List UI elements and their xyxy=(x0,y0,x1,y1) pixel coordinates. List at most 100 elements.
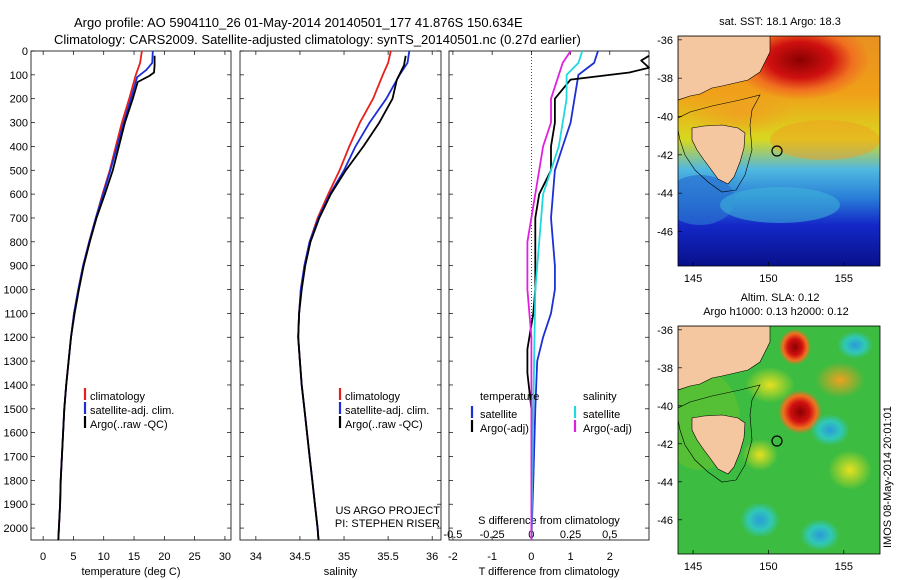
depth-tick-label: 800 xyxy=(10,237,28,249)
depth-tick-label: 1800 xyxy=(4,475,28,487)
depth-tick-label: 1200 xyxy=(4,332,28,344)
legend-group-title: salinity xyxy=(583,391,617,403)
title-line-1: Argo profile: AO 5904110_26 01-May-2014 … xyxy=(74,15,523,30)
depth-tick-label: 1400 xyxy=(4,380,28,392)
salinity-panel: 34 34.5 35 35.5 36 salinity climatology satelli… xyxy=(239,50,442,578)
project-annotation: PI: STEPHEN RISER xyxy=(335,518,440,530)
x-tick-label: 35.5 xyxy=(377,551,398,563)
x-tick-label: 1 xyxy=(568,551,574,563)
depth-tick-label: 500 xyxy=(10,165,28,177)
depth-tick-label: 1600 xyxy=(4,428,28,440)
watermark: IMOS 08-May-2014 20:01:01 xyxy=(882,406,894,548)
x-tick-label: 30 xyxy=(219,551,231,563)
x-tick-label: 0 xyxy=(528,551,534,563)
legend-label: climatology xyxy=(90,391,146,403)
x-tick-label: 10 xyxy=(98,551,110,563)
s-difference-tick-label: -0.5 xyxy=(443,529,462,541)
plot-frame xyxy=(448,50,650,541)
map-y-tick-label: -40 xyxy=(657,112,673,124)
map-y-tick-label: -46 xyxy=(657,515,673,527)
map-y-tick-label: -38 xyxy=(657,363,673,375)
sst-map-title: sat. SST: 18.1 Argo: 18.3 xyxy=(719,16,841,28)
depth-tick-label: 1000 xyxy=(4,285,28,297)
map-x-tick-label: 145 xyxy=(684,273,702,285)
x-tick-label: 34.5 xyxy=(289,551,310,563)
series-line-black xyxy=(526,55,650,540)
sla-tasmania-land xyxy=(691,414,746,475)
sla-argo-location-marker xyxy=(771,435,783,447)
map-x-tick-label: 155 xyxy=(835,273,853,285)
project-annotation: US ARGO PROJECT xyxy=(335,505,440,517)
x-axis-label: T difference from climatology xyxy=(479,566,620,578)
legend-label: satellite xyxy=(480,409,517,421)
temperature-panel: 0100200300400500600700800900100011001200… xyxy=(4,46,232,578)
depth-tick-label: 100 xyxy=(10,70,28,82)
map-y-tick-label: -36 xyxy=(657,325,673,337)
depth-tick-label: 1500 xyxy=(4,404,28,416)
depth-tick-label: 1100 xyxy=(4,308,28,320)
sla-map-title-2: Argo h1000: 0.13 h2000: 0.12 xyxy=(703,306,849,318)
map-y-tick-label: -42 xyxy=(657,439,673,451)
map-y-tick-label: -40 xyxy=(657,401,673,413)
map-y-tick-label: -44 xyxy=(657,477,673,489)
x-axis-label: temperature (deg C) xyxy=(81,566,180,578)
sla-isobath-line xyxy=(678,384,761,483)
sla-map-title-1: Altim. SLA: 0.12 xyxy=(741,292,820,304)
sla-map: Altim. SLA: 0.12 Argo h1000: 0.13 h2000:… xyxy=(657,292,881,573)
argo-location-marker xyxy=(771,145,783,157)
depth-tick-label: 300 xyxy=(10,118,28,130)
legend-label: Argo(-adj) xyxy=(583,423,632,435)
sla-mainland-land xyxy=(678,326,771,391)
map-x-tick-label: 155 xyxy=(835,561,853,573)
depth-tick-label: 1700 xyxy=(4,452,28,464)
legend-label: satellite-adj. clim. xyxy=(345,405,429,417)
x-tick-label: 5 xyxy=(70,551,76,563)
legend-label: Argo(..raw -QC) xyxy=(90,419,168,431)
sst-map: sat. SST: 18.1 Argo: 18.3 -36 -38 -40 -42 -4… xyxy=(657,16,881,285)
legend-label: Argo(-adj) xyxy=(480,423,529,435)
x-tick-label: 2 xyxy=(607,551,613,563)
depth-tick-label: 200 xyxy=(10,94,28,106)
series-line-cyan xyxy=(530,50,584,541)
series-line-magenta xyxy=(526,50,572,540)
series-line-black xyxy=(297,55,407,541)
depth-tick-label: 700 xyxy=(10,213,28,225)
map-x-tick-label: 150 xyxy=(759,561,777,573)
series-line-black xyxy=(57,55,156,541)
map-y-tick-label: -42 xyxy=(657,150,673,162)
legend-label: Argo(..raw -QC) xyxy=(345,419,423,431)
x-tick-label: 20 xyxy=(158,551,170,563)
plot-frame xyxy=(30,50,232,541)
map-y-tick-label: -44 xyxy=(657,188,673,200)
isobath-line xyxy=(678,94,761,193)
s-difference-tick-label: 0.25 xyxy=(560,529,581,541)
map-x-tick-label: 150 xyxy=(759,273,777,285)
legend-label: climatology xyxy=(345,391,401,403)
depth-tick-label: 1900 xyxy=(4,499,28,511)
title-line-2: Climatology: CARS2009. Satellite-adjuste… xyxy=(54,32,581,47)
plot-frame xyxy=(239,50,442,541)
map-y-tick-label: -36 xyxy=(657,35,673,47)
depth-tick-label: 0 xyxy=(22,46,28,58)
legend-group-title: temperature xyxy=(480,391,539,403)
x-tick-label: 15 xyxy=(128,551,140,563)
series-line-blue xyxy=(530,50,599,541)
legend-label: satellite xyxy=(583,409,620,421)
depth-tick-label: 900 xyxy=(10,261,28,273)
x-tick-label: 34 xyxy=(250,551,262,563)
x-tick-label: -2 xyxy=(448,551,458,563)
x-tick-label: 36 xyxy=(426,551,438,563)
x-tick-label: -1 xyxy=(487,551,497,563)
depth-tick-label: 1300 xyxy=(4,356,28,368)
tasmania-land xyxy=(691,124,746,185)
x-tick-label: 35 xyxy=(338,551,350,563)
map-x-tick-label: 145 xyxy=(684,561,702,573)
depth-tick-label: 2000 xyxy=(4,523,28,535)
map-y-tick-label: -46 xyxy=(657,227,673,239)
map-y-tick-label: -38 xyxy=(657,73,673,85)
s-difference-tick-label: 0.5 xyxy=(602,529,617,541)
x-tick-label: 0 xyxy=(40,551,46,563)
legend-label: satellite-adj. clim. xyxy=(90,405,174,417)
s-difference-label: S difference from climatology xyxy=(478,515,620,527)
